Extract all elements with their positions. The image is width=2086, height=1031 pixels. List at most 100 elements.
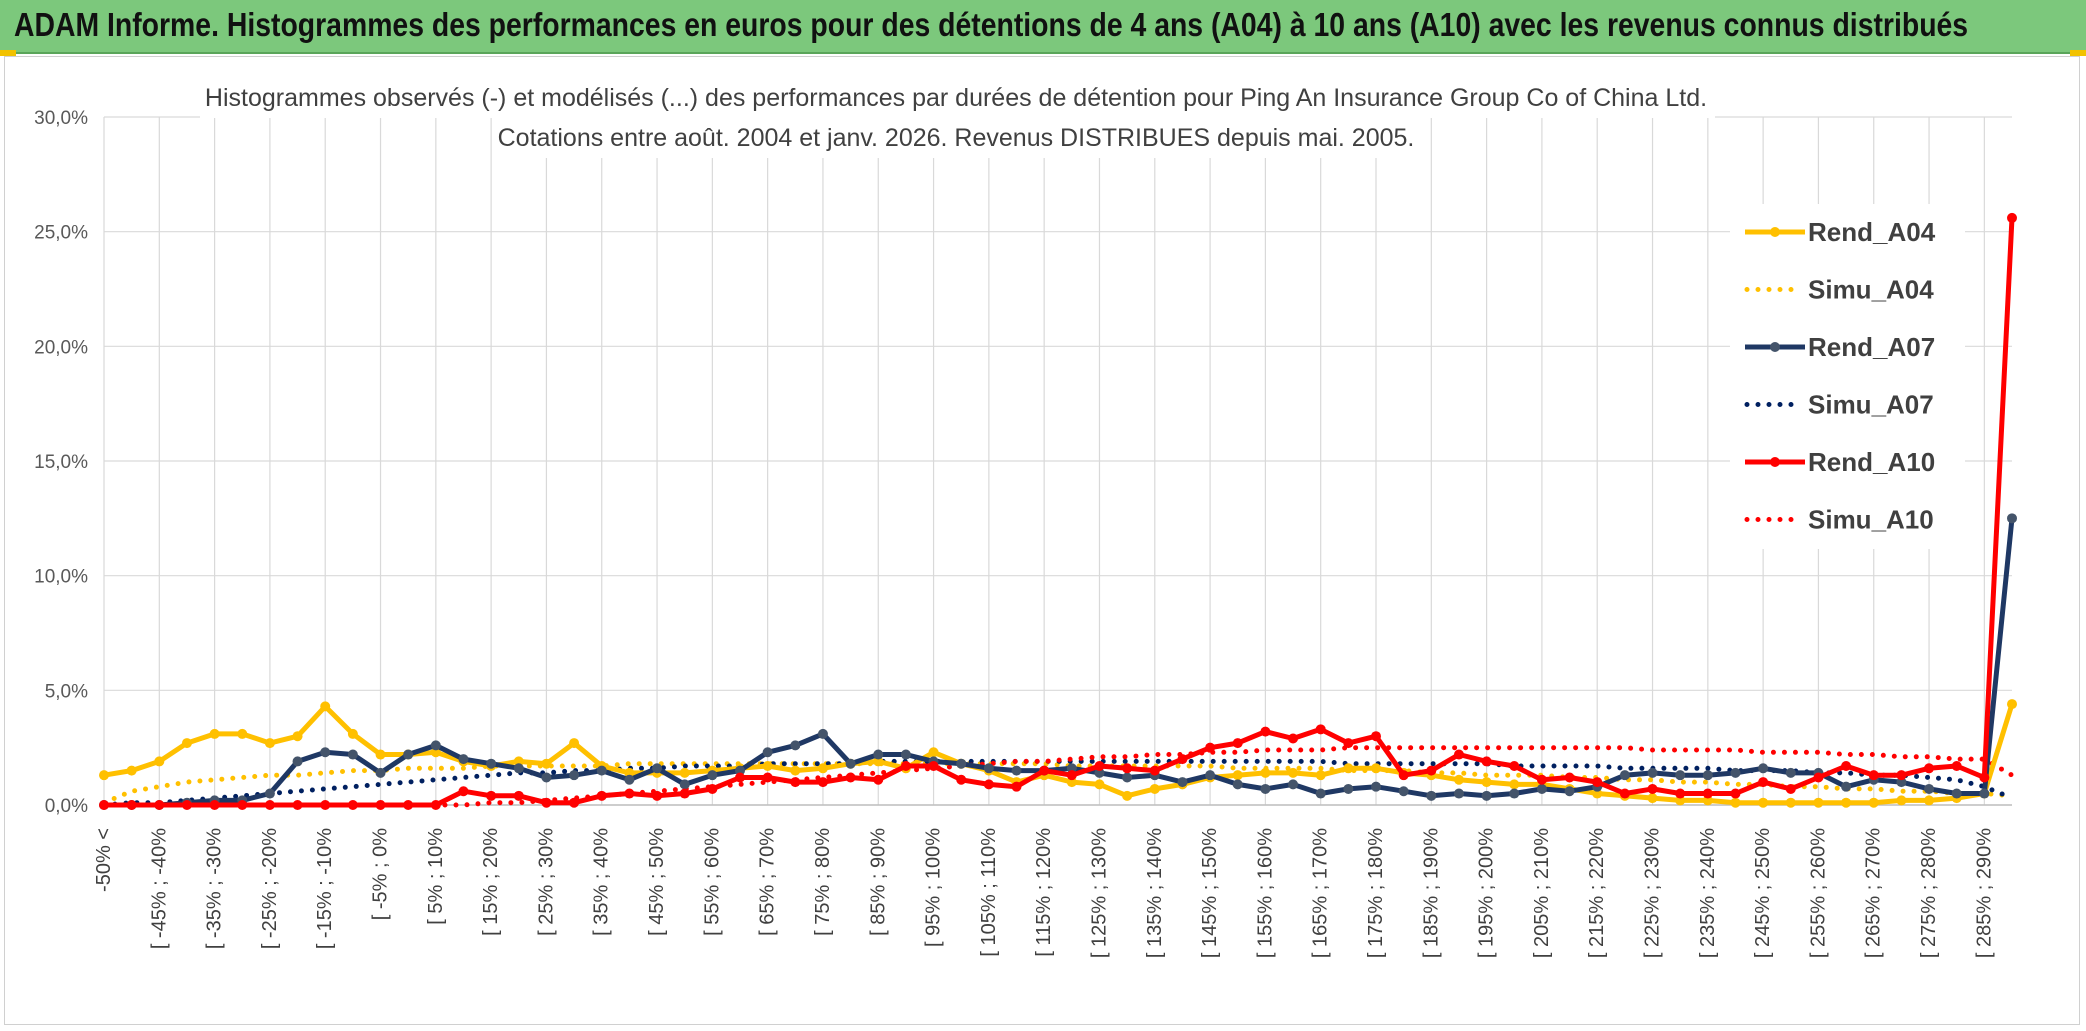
data-point (873, 756, 884, 767)
data-point (679, 779, 690, 790)
x-tick-label: [ 155% ; 160% (1254, 828, 1276, 958)
chart-title: Histogrammes observés (-) et modélisés (… (200, 78, 1715, 158)
data-point (1315, 788, 1326, 799)
series-rend-a10 (99, 212, 2017, 810)
data-point (1288, 767, 1299, 778)
data-point (375, 767, 386, 778)
data-point (1868, 770, 1879, 781)
data-point (320, 800, 331, 810)
data-point (320, 747, 331, 758)
data-point (99, 770, 109, 781)
data-point (1122, 790, 1133, 801)
data-point (956, 774, 967, 785)
data-point (1758, 777, 1769, 788)
data-point (1481, 777, 1492, 788)
data-point (1896, 795, 1907, 806)
data-point (513, 756, 524, 767)
data-point (1758, 797, 1769, 808)
x-tick-label: [ -25% ; -20% (259, 828, 281, 949)
data-point (403, 749, 414, 760)
legend-item-rend-a10: Rend_A10 (1745, 447, 1935, 477)
data-point (707, 770, 718, 781)
x-tick-label: [ 175% ; 180% (1365, 828, 1387, 958)
legend-item-simu-a04: Simu_A04 (1744, 275, 1934, 305)
data-point (1011, 765, 1022, 776)
data-point (1951, 788, 1962, 799)
data-point (209, 800, 220, 810)
data-point (1398, 786, 1409, 797)
chart-title-line-2: Cotations entre août. 2004 et janv. 2026… (498, 124, 1415, 152)
data-point (1094, 779, 1105, 790)
data-point (817, 777, 828, 788)
data-point (1785, 767, 1796, 778)
data-point (1758, 763, 1769, 774)
data-point (1205, 742, 1216, 753)
data-point (873, 774, 884, 785)
data-point (1288, 779, 1299, 790)
data-point (1066, 763, 1077, 774)
data-point (1066, 770, 1077, 781)
y-tick-label: 25,0% (34, 223, 88, 244)
data-point (1343, 783, 1354, 794)
x-tick-label: [ 265% ; 270% (1863, 828, 1885, 958)
legend-marker (1770, 227, 1780, 237)
x-tick-label: [ -15% ; -10% (314, 828, 336, 949)
x-tick-label: [ 115% ; 120% (1033, 828, 1055, 957)
x-tick-label: [ 25% ; 30% (535, 828, 557, 936)
x-tick-label: [ 35% ; 40% (591, 828, 613, 936)
data-point (1675, 788, 1686, 799)
data-point (1011, 781, 1022, 792)
data-point (652, 790, 663, 801)
data-point (1343, 763, 1354, 774)
data-point (237, 800, 248, 810)
data-point (430, 747, 441, 758)
data-point (126, 800, 137, 810)
data-point (928, 761, 939, 772)
data-point (181, 800, 192, 810)
data-point (735, 772, 745, 783)
legend-item-rend-a07: Rend_A07 (1745, 332, 1935, 362)
data-point (1260, 726, 1271, 737)
legend-label: Rend_A10 (1808, 447, 1935, 477)
data-point (347, 749, 358, 760)
corner-accent-right (2070, 50, 2086, 56)
data-point (1896, 770, 1907, 781)
data-point (1177, 777, 1188, 788)
y-tick-label: 0,0% (45, 796, 88, 817)
data-point (430, 800, 441, 810)
data-point (1260, 783, 1271, 794)
data-point (1371, 763, 1381, 774)
x-tick-label: [ 55% ; 60% (701, 828, 723, 936)
data-point (1592, 788, 1603, 799)
x-tick-label: [ 225% ; 230% (1642, 828, 1664, 958)
data-point (1371, 781, 1381, 792)
x-tick-label: [ 105% ; 110% (978, 828, 1000, 957)
data-point (624, 767, 635, 778)
data-point (2007, 513, 2017, 524)
data-point (541, 758, 552, 769)
data-point (375, 800, 386, 810)
data-point (596, 765, 607, 776)
data-point (1924, 795, 1935, 806)
y-axis-ticks: 0,0% 5,0% 10,0% 15,0% 20,0% 25,0% 30,0% (34, 108, 88, 817)
x-tick-label: [ 275% ; 280% (1918, 828, 1940, 958)
data-point (292, 800, 303, 810)
data-point (237, 728, 248, 739)
data-point (154, 800, 165, 810)
data-point (1066, 777, 1077, 788)
data-point (1702, 770, 1713, 781)
data-point (375, 749, 386, 760)
x-tick-label: [ 45% ; 50% (646, 828, 668, 936)
corner-accent-left (0, 50, 16, 56)
data-point (513, 790, 524, 801)
data-point (264, 788, 275, 799)
data-point (1481, 756, 1492, 767)
series-line-rend-a07 (104, 518, 2015, 808)
data-point (1730, 797, 1741, 808)
data-point (347, 800, 358, 810)
data-point (569, 738, 580, 749)
data-point (845, 772, 856, 783)
chart-title-line-1: Histogrammes observés (-) et modélisés (… (205, 84, 1707, 112)
data-point (900, 761, 911, 772)
